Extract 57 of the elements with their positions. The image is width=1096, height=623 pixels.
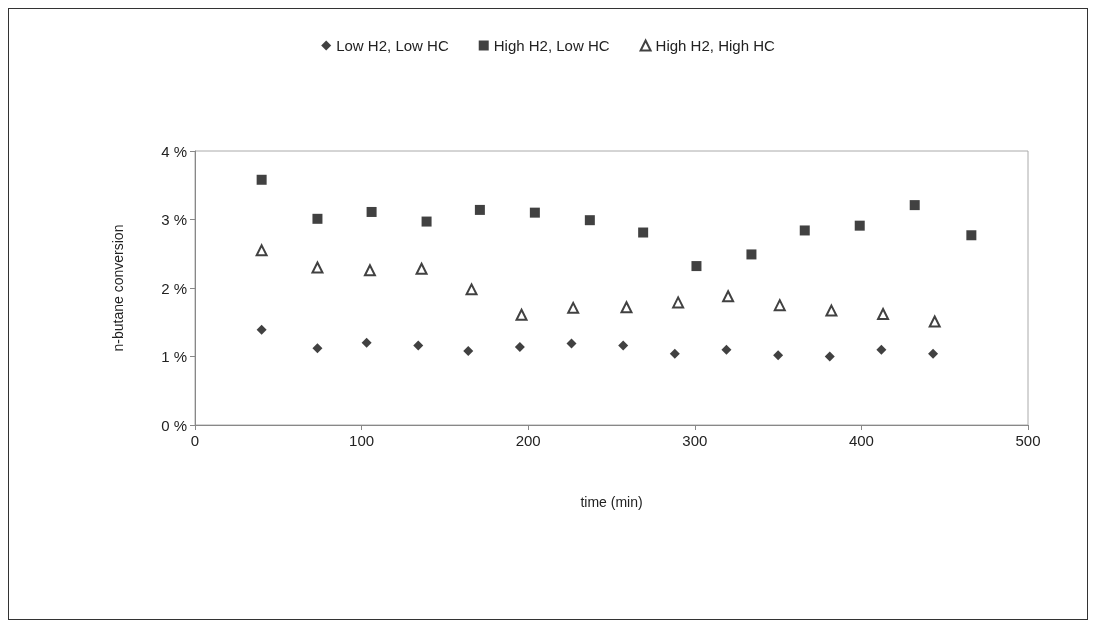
y-tick-label: 0 % bbox=[161, 416, 187, 434]
x-tick-label: 200 bbox=[515, 432, 541, 449]
point bbox=[566, 338, 577, 349]
point bbox=[421, 216, 432, 227]
point bbox=[366, 206, 377, 217]
point bbox=[463, 346, 474, 357]
point bbox=[312, 213, 323, 224]
point bbox=[311, 261, 324, 274]
point bbox=[256, 324, 267, 335]
x-axis-title: time (min) bbox=[580, 494, 643, 510]
point bbox=[415, 262, 428, 275]
point bbox=[514, 341, 525, 352]
point bbox=[928, 348, 939, 359]
point bbox=[620, 301, 633, 314]
point bbox=[909, 200, 920, 211]
point bbox=[721, 344, 732, 355]
point bbox=[465, 283, 478, 296]
point bbox=[722, 290, 735, 303]
point bbox=[361, 337, 372, 348]
point bbox=[799, 225, 810, 236]
legend-label: Low H2, Low HC bbox=[336, 37, 449, 54]
point bbox=[638, 227, 649, 238]
point bbox=[746, 249, 757, 260]
y-tick-label: 2 % bbox=[161, 279, 187, 297]
point bbox=[256, 174, 267, 185]
point bbox=[584, 215, 595, 226]
point bbox=[413, 340, 424, 351]
legend-label: High H2, Low HC bbox=[493, 37, 610, 54]
point bbox=[669, 348, 680, 359]
point bbox=[529, 207, 540, 218]
point bbox=[672, 296, 685, 309]
point bbox=[928, 315, 941, 328]
point bbox=[854, 220, 865, 231]
point bbox=[474, 204, 485, 215]
point bbox=[691, 261, 702, 272]
point bbox=[312, 343, 323, 354]
y-tick-label: 4 % bbox=[161, 142, 187, 160]
y-axis-title: n-butane conversion bbox=[110, 224, 126, 352]
y-tick-label: 3 % bbox=[161, 211, 187, 228]
x-tick-label: 0 bbox=[190, 432, 200, 449]
x-tick-label: 300 bbox=[682, 432, 708, 449]
point bbox=[567, 301, 580, 314]
point bbox=[618, 340, 629, 351]
point bbox=[773, 350, 784, 361]
legend-label: High H2, High HC bbox=[655, 37, 775, 54]
point bbox=[966, 230, 977, 241]
x-tick-label: 100 bbox=[349, 432, 375, 449]
y-tick-label: 1 % bbox=[161, 348, 187, 365]
point bbox=[255, 244, 268, 257]
point bbox=[824, 351, 835, 362]
x-tick-label: 500 bbox=[1015, 432, 1041, 449]
point bbox=[363, 264, 376, 277]
point bbox=[773, 299, 786, 312]
x-tick-label: 400 bbox=[848, 432, 874, 449]
point bbox=[825, 304, 838, 317]
point bbox=[876, 344, 887, 355]
point bbox=[515, 308, 528, 321]
